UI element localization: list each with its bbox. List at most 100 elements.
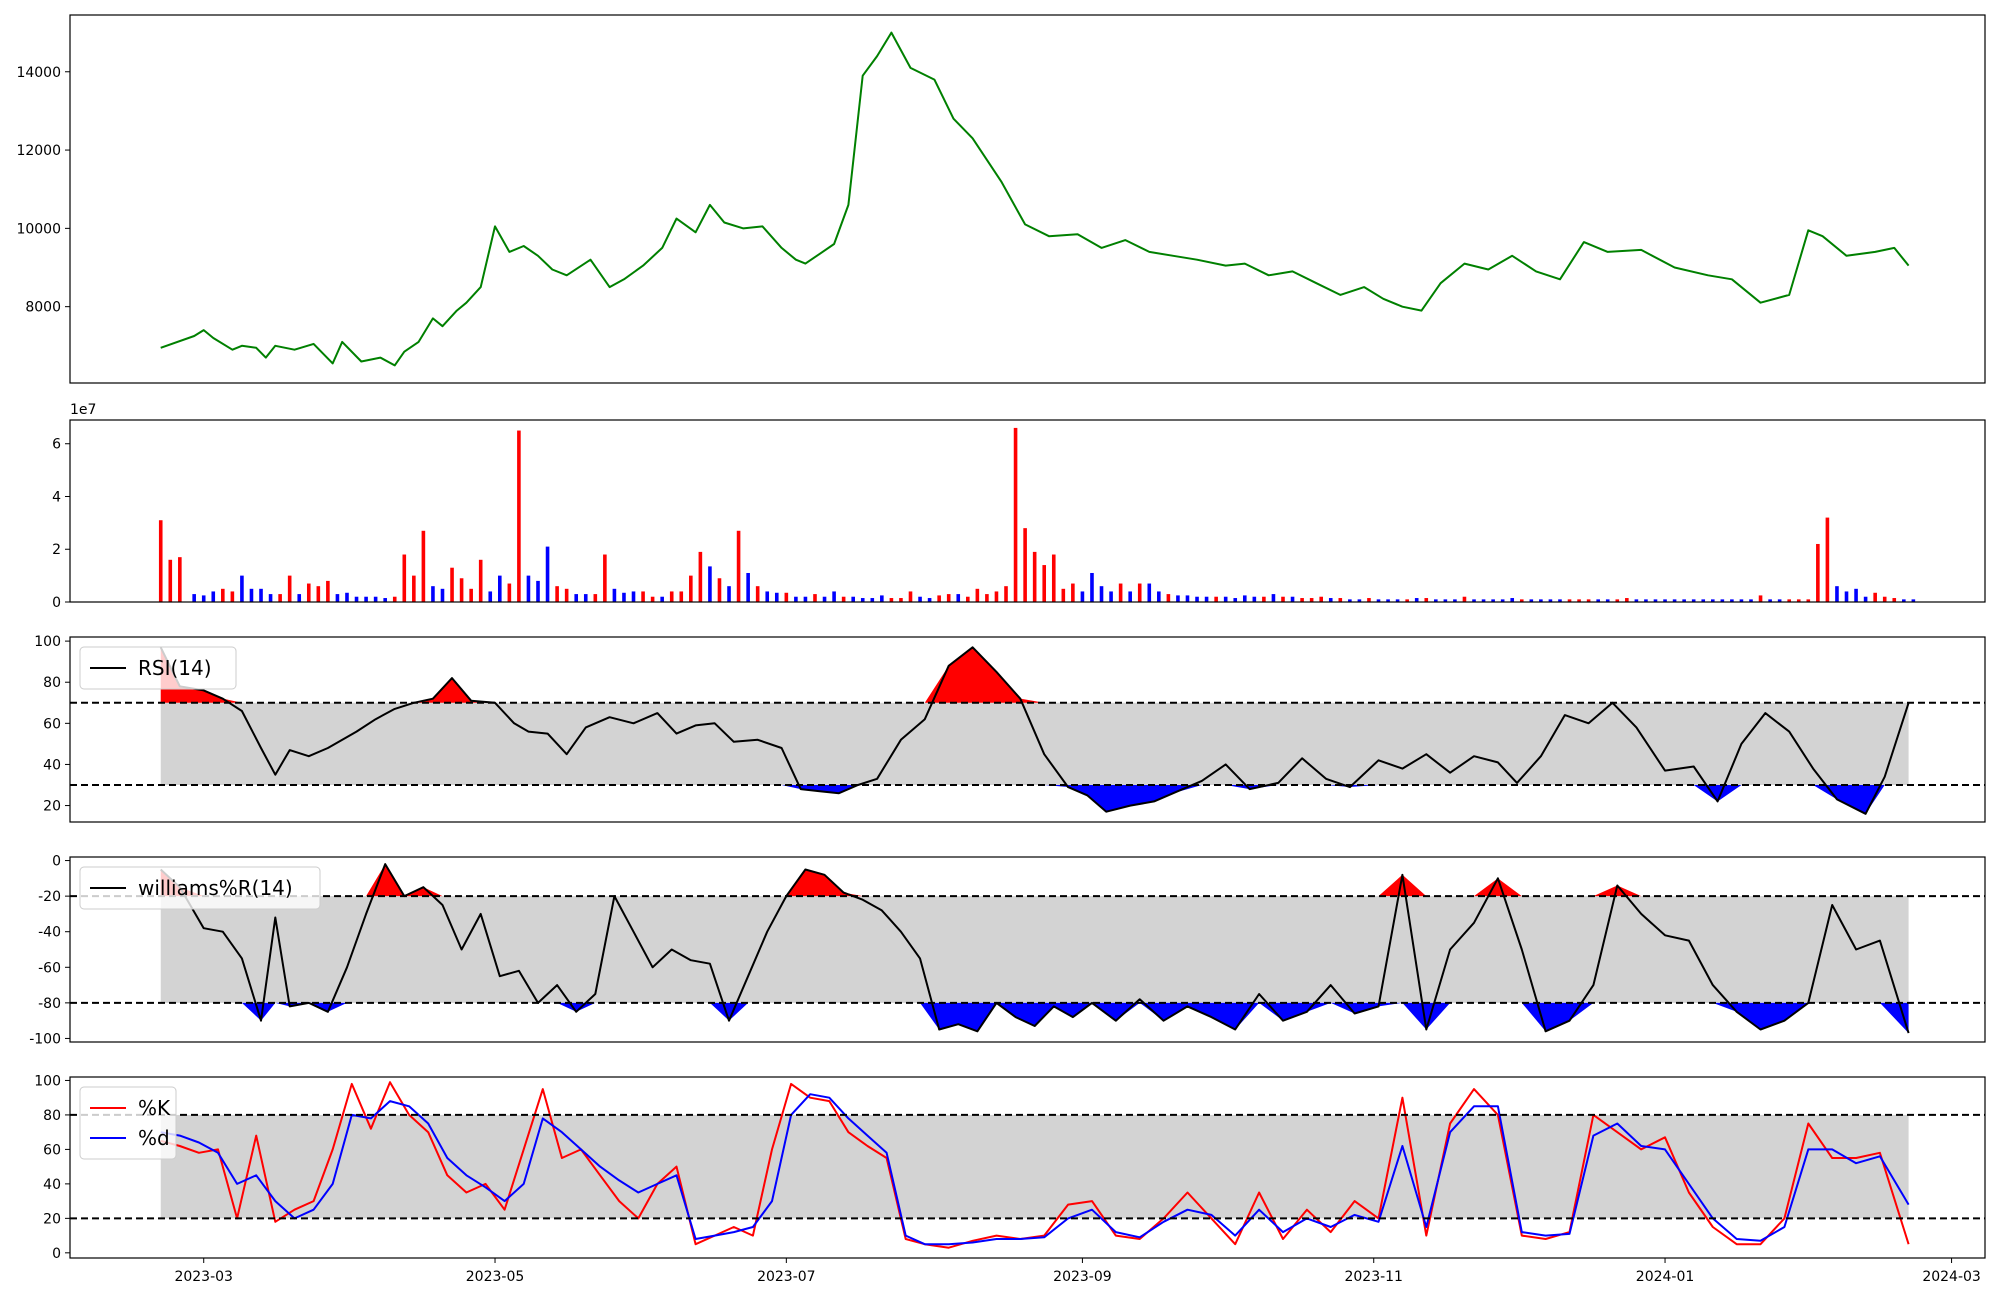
volume-bar [421, 530, 426, 602]
volume-bar [1042, 565, 1047, 602]
volume-bar [564, 588, 569, 602]
volume-panel: 0 2 4 6 1e7 [52, 402, 1986, 611]
volume-bar [1892, 598, 1897, 602]
stochastic-frame [69, 1076, 1986, 1259]
price-series-line-0 [160, 31, 1910, 367]
volume-bar [221, 588, 225, 602]
y-tick-label: 60 [43, 716, 61, 732]
volume-plot-area [158, 427, 1916, 602]
volume-bar [440, 588, 445, 602]
volume-bar [1863, 596, 1868, 602]
volume-bar [803, 596, 808, 602]
volume-bar [488, 591, 493, 602]
volume-bar [1577, 599, 1581, 602]
y-tick-label: 20 [43, 799, 61, 815]
volume-bar [1099, 586, 1104, 602]
volume-bar [946, 594, 951, 602]
volume-bar [158, 520, 163, 602]
volume-bar [364, 596, 368, 602]
volume-bar [1500, 599, 1505, 602]
y-tick-label: 40 [43, 1177, 61, 1193]
price-frame [69, 14, 1986, 384]
y-tick-label: -60 [38, 960, 61, 976]
legend-box [79, 866, 321, 910]
rsi-plot-area [159, 646, 1910, 815]
volume-bar [1032, 551, 1037, 602]
volume-bar [899, 598, 903, 602]
volume-bar [1443, 599, 1448, 602]
volume-bar [774, 592, 779, 602]
volume-bar [1223, 596, 1228, 602]
volume-bar [1796, 599, 1801, 602]
volume-bar [1539, 599, 1543, 602]
y-tick-label: -80 [38, 996, 61, 1012]
volume-bar [966, 596, 970, 602]
volume-bar [1749, 599, 1753, 602]
volume-bar [1777, 599, 1782, 602]
volume-bar [268, 594, 273, 602]
williams-r-overbought-fill [160, 864, 1909, 897]
volume-bar [860, 598, 865, 602]
volume-bar [1338, 598, 1343, 602]
volume-bar [1787, 599, 1792, 602]
volume-bar [1376, 599, 1381, 602]
volume-bar [755, 586, 760, 602]
volume-bar [708, 566, 712, 602]
volume-bar [1701, 599, 1706, 602]
legend-label: %K [138, 1096, 171, 1120]
volume-bar [574, 594, 579, 602]
x-tick-label: 2023-11 [1344, 1269, 1403, 1285]
volume-bar [1128, 591, 1132, 602]
volume-bar [498, 575, 502, 602]
volume-bar [555, 586, 559, 602]
volume-bar [1653, 599, 1658, 602]
volume-bar [287, 575, 292, 602]
volume-bar [937, 595, 941, 602]
y-tick-label: -100 [29, 1031, 61, 1047]
x-tick-label: 2023-09 [1053, 1269, 1112, 1285]
volume-bar [1166, 594, 1171, 602]
volume-bar [297, 594, 302, 602]
volume-bar [545, 546, 550, 602]
volume-bar [1682, 599, 1686, 602]
volume-bar [1472, 599, 1476, 602]
y-tick-label: 100 [34, 634, 61, 650]
x-tick-label: 2024-03 [1922, 1269, 1981, 1285]
volume-bar [1768, 599, 1772, 602]
volume-bar [469, 588, 473, 602]
volume-bar [765, 591, 770, 602]
y-tick-label: 60 [43, 1142, 61, 1158]
volume-bar [650, 596, 655, 602]
volume-bar [1644, 599, 1648, 602]
stochastic-series-line-0 [160, 1081, 1910, 1249]
volume-bar [1157, 591, 1161, 602]
volume-bar [1663, 599, 1667, 602]
volume-bar [612, 588, 617, 602]
volume-bar [412, 575, 416, 602]
volume-bar [851, 596, 855, 602]
volume-bar [517, 430, 521, 602]
volume-bar [889, 598, 894, 602]
volume-bar [1548, 599, 1553, 602]
y-tick-label: -20 [38, 889, 61, 905]
x-tick-label: 2024-01 [1636, 1269, 1695, 1285]
x-tick-label: 2023-07 [757, 1269, 816, 1285]
volume-bar [956, 594, 961, 602]
volume-bar [1395, 599, 1400, 602]
volume-bar [1414, 598, 1419, 602]
volume-bar [1405, 599, 1409, 602]
williams-r-band-fill [160, 896, 1909, 1003]
volume-bar [1290, 596, 1295, 602]
volume-bar [1806, 599, 1811, 602]
volume-bar [459, 578, 464, 602]
volume-bar [1911, 599, 1916, 602]
volume-bar [927, 598, 932, 602]
volume-bar [316, 586, 321, 602]
y-tick-label: 100 [34, 1073, 61, 1089]
williams-r-plot-area [160, 863, 1910, 1034]
volume-bar [1529, 599, 1534, 602]
legend-label: RSI(14) [138, 656, 212, 680]
volume-bar [478, 559, 483, 602]
legend-label: %d [138, 1126, 170, 1150]
volume-bar [1902, 599, 1906, 602]
